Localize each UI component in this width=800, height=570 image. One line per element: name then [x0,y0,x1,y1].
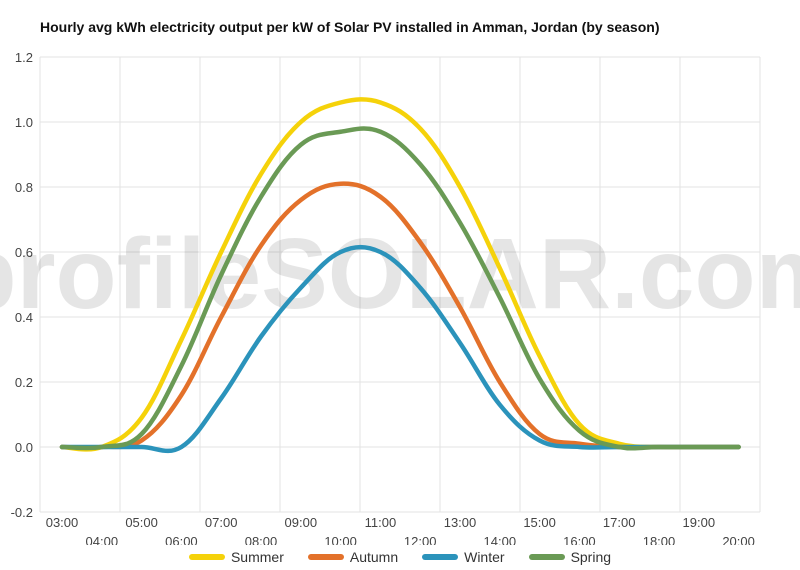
y-tick-label: 0.4 [15,310,33,325]
x-tick-label: 13:00 [444,515,477,530]
legend-swatch [422,554,459,560]
chart-title: Hourly avg kWh electricity output per kW… [40,19,660,35]
grid-layer [39,56,761,513]
x-tick-label: 07:00 [205,515,238,530]
x-tick-label: 05:00 [125,515,158,530]
y-tick-label: -0.2 [11,505,33,520]
legend-swatch [528,554,565,560]
legend-swatch [307,554,344,560]
legend-label: Autumn [349,549,399,565]
legend: Summer Autumn Winter Spring [0,549,800,565]
y-tick-label: 1.0 [15,115,33,130]
x-tick-label: 03:00 [46,515,79,530]
legend-item-summer[interactable]: Summer [188,549,284,565]
x-tick-label: 19:00 [683,515,716,530]
y-axis-ticks: -0.2 0.0 0.2 0.4 0.6 0.8 1.0 1.2 [11,50,33,520]
legend-swatch [188,554,225,560]
x-tick-label: 15:00 [523,515,556,530]
series-layer [59,97,741,454]
x-tick-label: 17:00 [603,515,636,530]
x-tick-label: 16:00 [563,534,596,545]
line-chart: profileSOLAR.com -0.2 0.0 0.2 0.4 0.6 0.8 1.0 1… [0,50,800,545]
x-axis-ticks: 03:00 04:00 05:00 06:00 07:00 08:00 09:00 10:00… [46,515,755,545]
series-line-spring [59,126,741,451]
legend-label: Winter [464,549,505,565]
legend-item-autumn[interactable]: Autumn [307,549,399,565]
x-tick-label: 12:00 [404,534,437,545]
x-tick-label: 11:00 [365,515,397,530]
legend-item-spring[interactable]: Spring [528,549,612,565]
x-tick-label: 06:00 [165,534,198,545]
x-tick-label: 10:00 [324,534,357,545]
x-tick-label: 09:00 [285,515,318,530]
y-tick-label: 0.0 [15,440,33,455]
y-tick-label: 1.2 [15,50,33,65]
watermark: profileSOLAR.com [0,218,800,330]
legend-item-winter[interactable]: Winter [422,549,505,565]
legend-label: Summer [230,549,284,565]
y-tick-label: 0.2 [15,375,33,390]
x-tick-label: 14:00 [484,534,517,545]
x-tick-label: 20:00 [722,534,755,545]
x-tick-label: 18:00 [643,534,676,545]
y-tick-label: 0.8 [15,180,33,195]
x-tick-label: 04:00 [86,534,119,545]
y-tick-label: 0.6 [15,245,33,260]
x-tick-label: 08:00 [245,534,278,545]
legend-label: Spring [570,549,612,565]
series-line-summer [59,97,741,452]
